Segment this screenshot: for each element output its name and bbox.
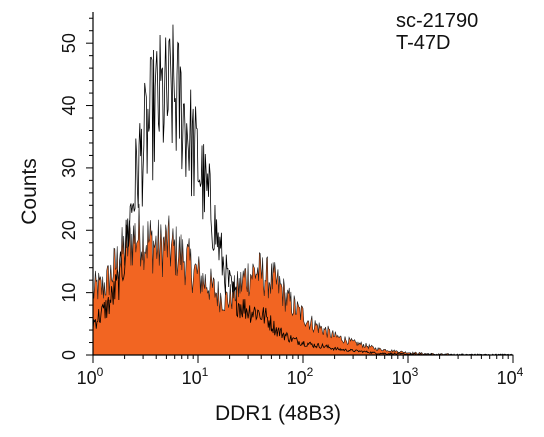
y-tick-label: 40 [59,96,79,116]
x-tick-label: 101 [182,365,209,388]
axes-group [86,12,514,363]
y-tick-label: 0 [59,350,79,360]
annotation-line-1: sc-21790 [396,10,478,32]
x-tick-label: 100 [77,365,104,388]
x-tick-label: 102 [287,365,314,388]
annotation-line-2: T-47D [396,32,450,54]
labels-group: 0 10 20 30 40 50 100 101 102 103 104 DDR1 (48B3) Cou… [18,10,524,425]
x-tick-label: 104 [497,365,524,388]
y-tick-label: 30 [59,158,79,178]
x-tick-label: 103 [392,365,419,388]
series-0-filled-area [92,203,514,356]
y-tick-label: 20 [59,220,79,240]
series-group [92,24,514,356]
y-axis-title: Counts [18,158,41,225]
y-tick-label: 10 [59,283,79,303]
y-tick-label: 50 [59,33,79,53]
x-axis-title: DDR1 (48B3) [215,402,341,425]
